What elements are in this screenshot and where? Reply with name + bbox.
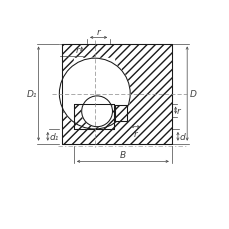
Text: r: r	[96, 28, 100, 37]
Text: D₁: D₁	[26, 90, 37, 99]
Text: B: B	[119, 150, 125, 159]
Text: d: d	[179, 132, 184, 141]
Bar	[74, 59, 114, 104]
Circle shape	[59, 59, 130, 129]
Text: D: D	[189, 90, 196, 99]
Text: r: r	[176, 106, 180, 115]
Circle shape	[81, 96, 112, 127]
Text: r: r	[133, 129, 137, 138]
Bar	[61, 44, 171, 144]
Text: d₁: d₁	[49, 132, 58, 141]
Text: r: r	[75, 46, 79, 55]
Bar	[74, 104, 114, 129]
Bar	[74, 104, 114, 129]
Bar	[114, 106, 127, 121]
Bar	[61, 44, 171, 144]
Bar	[114, 106, 127, 121]
